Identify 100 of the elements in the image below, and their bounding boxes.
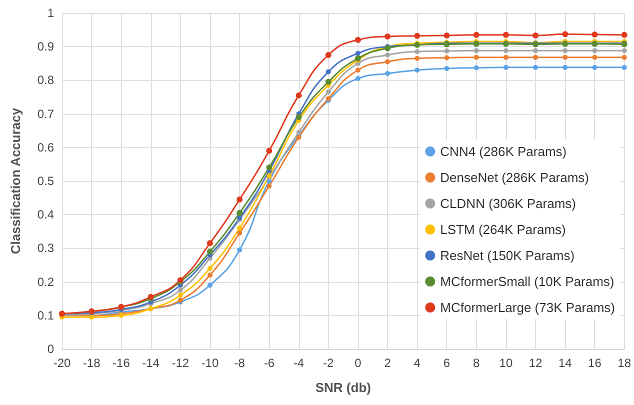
point [355,68,360,73]
point [384,34,391,40]
y-tick-label: 0.9 [37,40,54,54]
point [592,32,598,38]
point [414,49,420,54]
y-tick-label: 0.7 [37,106,54,121]
y-tick-label: 0.2 [37,274,54,289]
point [206,248,213,255]
point [207,266,212,271]
point [385,70,390,76]
point [266,184,272,189]
y-tick-label: 0.5 [37,174,54,188]
x-tick-label: 8 [473,356,480,370]
point [325,78,332,85]
point [355,50,360,56]
point [414,56,420,61]
x-tick-label: -20 [53,356,71,370]
x-tick-label: -4 [293,356,304,370]
point [178,292,183,298]
point [207,282,212,288]
point [444,55,450,60]
point [414,32,420,39]
legend-label: MCformerSmall (10K Params) [440,274,614,289]
point [474,54,479,60]
x-tick-label: -12 [172,356,190,370]
x-tick-label: -8 [234,356,246,370]
point [325,52,332,58]
point [532,32,539,39]
point [503,54,508,60]
point [237,247,242,252]
point [206,240,213,246]
point [444,32,450,39]
point [444,66,450,71]
point [237,226,242,231]
legend-label: ResNet (150K Params) [440,248,575,263]
x-tick-label: 2 [384,356,392,370]
point [474,65,479,70]
point [237,230,242,236]
x-tick-label: 10 [499,356,513,370]
y-tick-label: 0.8 [37,73,54,88]
point [178,288,183,293]
point [326,89,331,94]
point [503,64,508,70]
point [562,31,568,38]
x-tick-label: 4 [414,356,421,370]
point [354,55,361,62]
x-tick-label: 6 [443,356,450,370]
x-tick-label: 16 [588,356,602,370]
y-tick-label: 0.4 [37,208,54,222]
point [354,36,361,43]
y-tick-label: 1 [47,6,54,20]
point [236,210,243,216]
x-tick-label: 18 [618,356,632,370]
point [473,32,480,38]
point [326,69,331,74]
x-tick-label: -10 [201,356,219,370]
point [503,48,508,54]
point [562,48,568,54]
x-tick-label: -18 [82,356,101,370]
point [562,64,568,70]
point [592,64,598,70]
x-tick-label: -14 [142,356,160,370]
point [592,48,598,54]
point [207,272,212,278]
y-tick-label: 0.6 [37,140,54,154]
point [444,48,450,54]
x-tick-label: -16 [112,356,130,370]
point [502,32,509,38]
legend-label: DenseNet (286K Params) [440,170,590,185]
y-tick-label: 0.1 [37,308,54,322]
x-tick-label: -6 [264,356,275,370]
point [622,48,627,54]
x-tick-label: 0 [354,356,362,370]
y-tick-label: 0 [47,342,54,356]
y-tick-label: 0.3 [37,241,54,256]
point [385,59,390,64]
point [296,114,302,120]
point [622,64,627,70]
legend-label: CNN4 (286K Params) [440,144,567,159]
legend-label: MCformerLarge (73K Params) [440,300,615,315]
point [621,32,628,38]
point [385,52,390,58]
y-axis-title: Classification Accuracy [8,107,23,254]
x-axis-title: SNR (db) [315,380,371,395]
point [474,48,479,54]
point [355,76,360,82]
x-tick-label: -2 [323,356,334,370]
point [236,196,243,202]
point [296,92,302,98]
legend-label: CLDNN (306K Params) [440,196,576,211]
point [414,68,420,73]
x-tick-label: 12 [528,356,543,370]
point [533,48,538,54]
point [622,54,627,60]
point [296,130,302,135]
point [266,164,272,171]
x-tick-label: 14 [558,356,572,370]
point [562,54,568,60]
point [533,64,538,70]
point [266,148,272,154]
